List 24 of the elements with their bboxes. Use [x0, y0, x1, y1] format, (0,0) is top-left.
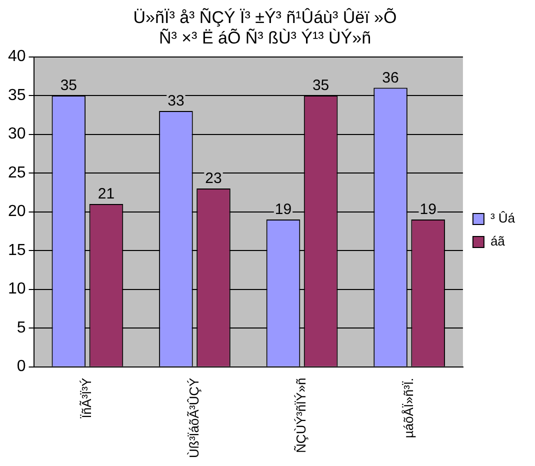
legend-label: áã: [490, 234, 506, 249]
data-label: 33: [168, 92, 184, 110]
y-tick-label: 10: [8, 280, 26, 298]
data-label: 19: [274, 201, 292, 218]
data-label: 35: [312, 77, 330, 94]
y-tick-label: 15: [8, 242, 26, 259]
y-tick-label: 0: [16, 358, 26, 376]
y-tick-label: 30: [8, 126, 26, 143]
data-label: 21: [98, 186, 115, 203]
x-tick-label: µáõÅÏ»ñ³Ï.: [400, 378, 416, 438]
y-tick-label: 25: [8, 164, 26, 182]
data-label: 19: [420, 201, 436, 218]
x-tick-label: ÑÇÙÝ³ñÏÝ»ñ: [294, 378, 309, 453]
y-tick-label: 20: [8, 203, 26, 220]
x-tick-label: ÏñÃ³Ï³Ý: [79, 378, 94, 418]
data-label: 23: [205, 170, 222, 188]
data-label: 35: [60, 77, 78, 94]
x-tick-label: Ùß³ÏáõÃ³ÛÇÝ: [186, 378, 202, 458]
y-tick-label: 5: [16, 319, 26, 336]
legend-label: ³ Ûá: [490, 210, 516, 226]
y-tick-label: 35: [8, 86, 26, 104]
data-label: 36: [382, 69, 399, 86]
y-tick-label: 40: [8, 48, 26, 66]
chart-title: Ü»ñÏ³ å³ ÑÇÝ Ï³ ±Ý³ ñ¹Ûáù³ Ûëï »Õ Ñ³ ×³ Ë áÕ Ñ³ ßÙ³ Ý¹³ ÙÝ»ñ: [133, 8, 397, 48]
